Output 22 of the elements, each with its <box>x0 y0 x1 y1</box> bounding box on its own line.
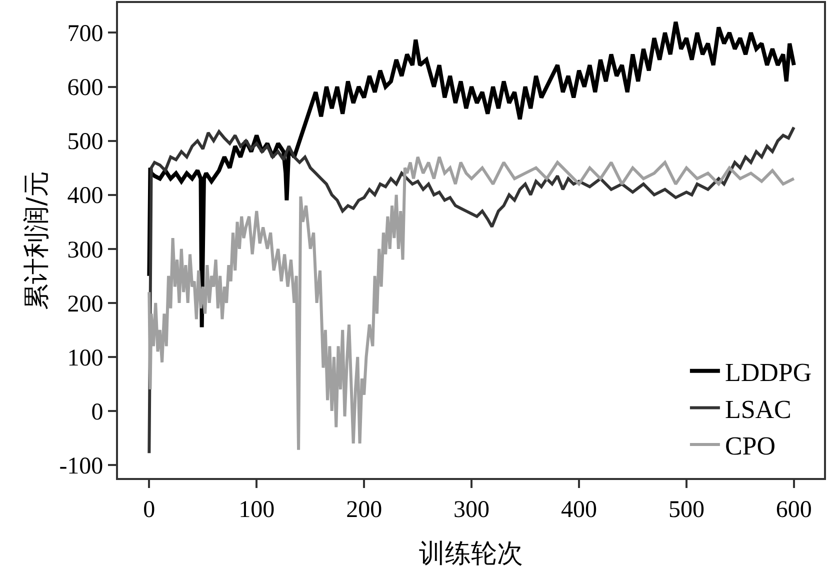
x-axis-title: 训练轮次 <box>419 539 523 569</box>
y-tick-label: 100 <box>67 345 104 372</box>
legend-label: CPO <box>724 432 776 461</box>
y-tick-label: 600 <box>67 75 104 102</box>
x-tick-label: 500 <box>668 496 704 523</box>
y-tick-label: 0 <box>91 399 104 426</box>
y-tick-label: 200 <box>67 291 104 318</box>
y-tick-label: -100 <box>59 453 104 480</box>
y-tick-label: 300 <box>67 237 104 264</box>
y-tick-label: 700 <box>67 21 104 48</box>
y-axis-title: 累计利润/元 <box>22 171 52 310</box>
y-tick-label: 400 <box>67 183 104 210</box>
x-tick-label: 200 <box>346 496 382 523</box>
x-tick-label: 0 <box>143 496 156 523</box>
x-tick-label: 400 <box>561 496 597 523</box>
x-tick-label: 100 <box>238 496 275 523</box>
y-tick-label: 500 <box>67 129 104 156</box>
legend-label: LSAC <box>724 394 792 424</box>
line-series <box>147 20 796 330</box>
x-tick-label: 300 <box>454 496 490 523</box>
x-tick-label: 600 <box>776 496 812 523</box>
legend-label: LDDPG <box>724 358 812 388</box>
